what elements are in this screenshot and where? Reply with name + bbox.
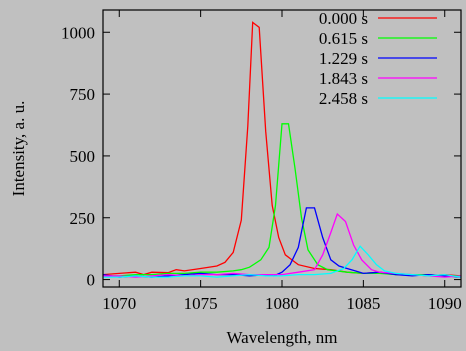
legend-label: 1.843 s [319, 69, 368, 88]
series-line-3 [102, 207, 462, 278]
series-line-2 [103, 123, 461, 277]
legend: 0.000 s0.615 s1.229 s1.843 s2.458 s [319, 9, 437, 108]
x-tick-label: 1085 [346, 294, 380, 313]
y-tick-label: 1000 [61, 23, 95, 42]
legend-label: 0.615 s [319, 29, 368, 48]
y-tick-label: 750 [70, 85, 96, 104]
x-axis-title: Wavelength, nm [227, 328, 338, 347]
series-line-5 [103, 245, 462, 278]
x-tick-label: 1075 [184, 294, 218, 313]
y-tick-label: 500 [70, 147, 96, 166]
y-tick-label: 0 [87, 271, 96, 290]
legend-label: 2.458 s [319, 89, 368, 108]
series-line-4 [103, 212, 462, 278]
ticks-layer: 1070 1075 1080 1085 1090 0 250 500 750 1000 [61, 10, 462, 313]
legend-label: 0.000 s [319, 9, 368, 28]
series-layer [102, 21, 462, 278]
x-tick-label: 1070 [102, 294, 136, 313]
y-tick-label: 250 [70, 209, 96, 228]
y-axis-title: Intensity, a. u. [9, 101, 28, 197]
x-tick-label: 1080 [265, 294, 299, 313]
series-line-1 [102, 21, 462, 277]
x-tick-label: 1090 [428, 294, 462, 313]
legend-label: 1.229 s [319, 49, 368, 68]
